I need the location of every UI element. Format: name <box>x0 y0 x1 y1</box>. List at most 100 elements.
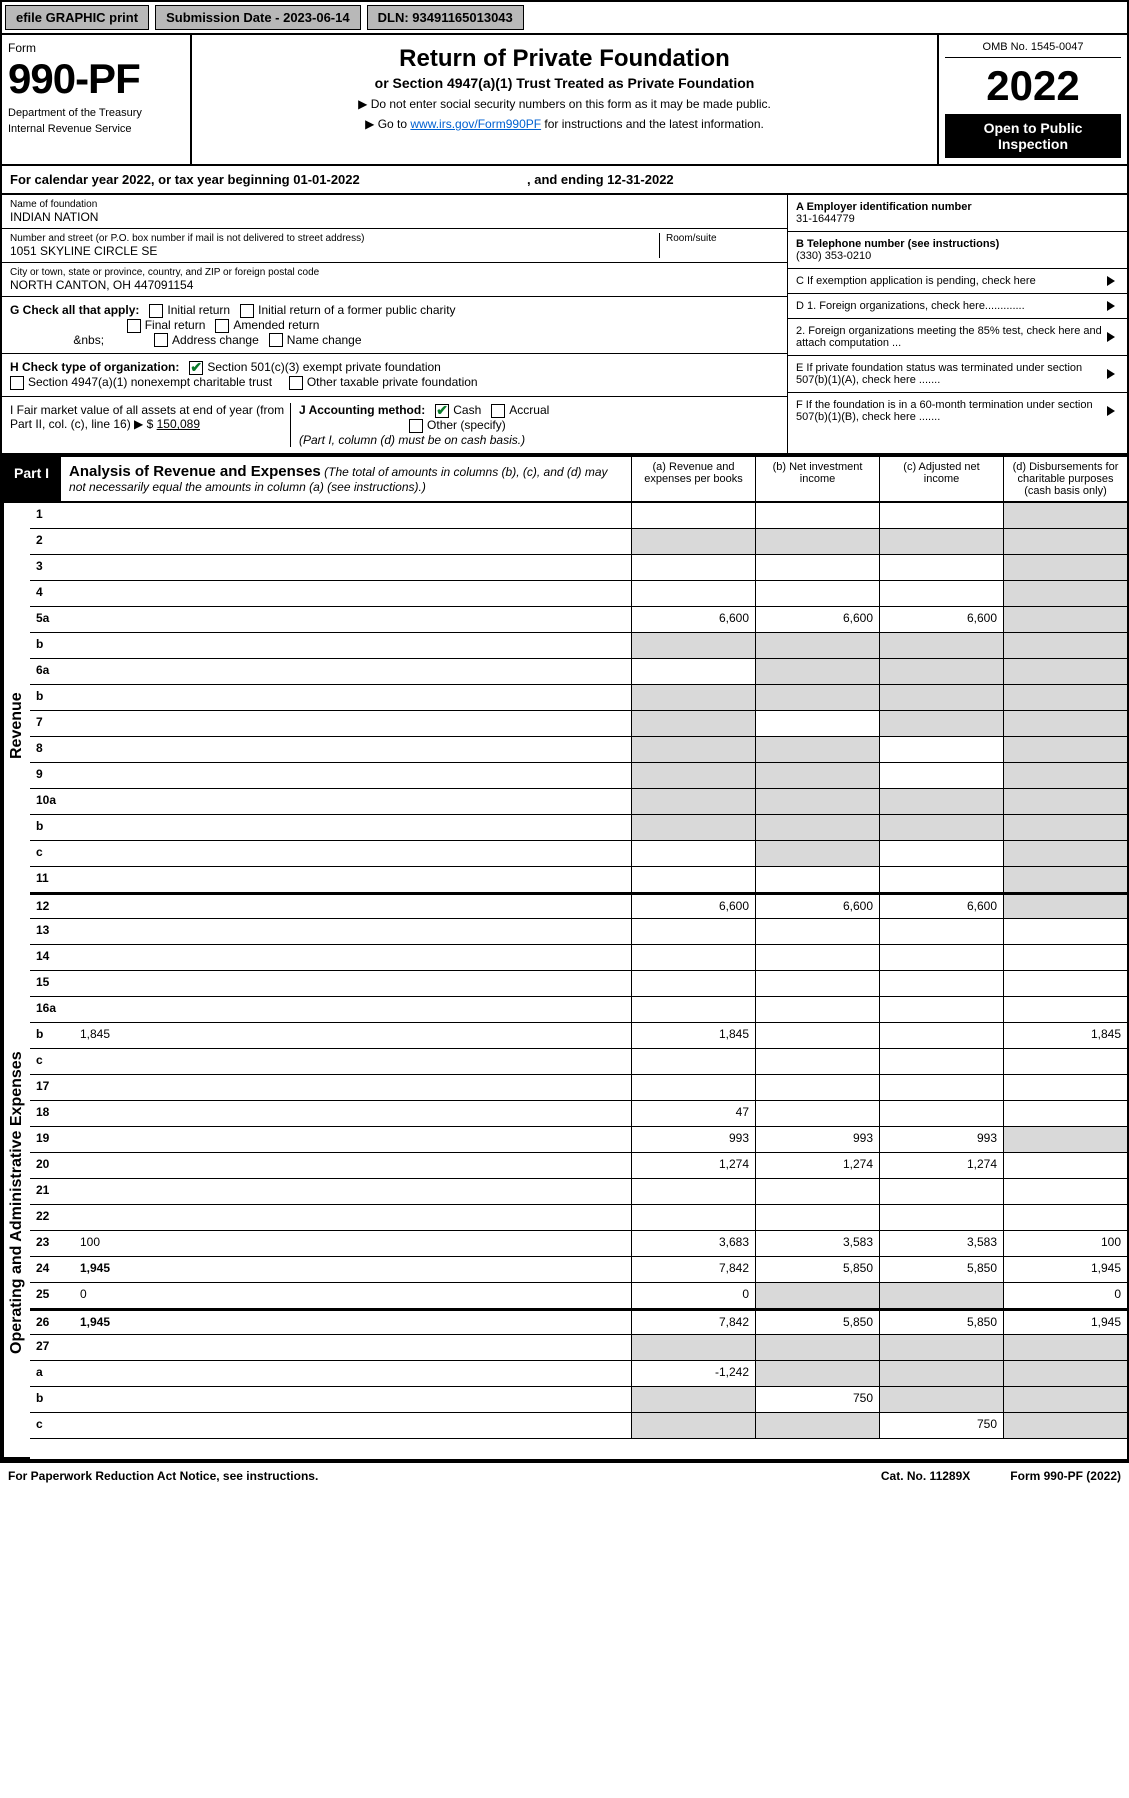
cell-col-a: 993 <box>631 1127 755 1152</box>
identity-block: Name of foundation INDIAN NATION Number … <box>2 195 1127 455</box>
cell-col-a <box>631 815 755 840</box>
line-description <box>74 1179 631 1204</box>
cb-other-method[interactable] <box>409 419 423 433</box>
table-row: b <box>30 633 1127 659</box>
form-number: 990-PF <box>8 55 184 103</box>
addr-label: Number and street (or P.O. box number if… <box>10 233 659 244</box>
cb-501c3[interactable] <box>189 361 203 375</box>
line-description <box>74 633 631 658</box>
line-number: c <box>30 1049 74 1074</box>
cell-col-d: 100 <box>1003 1231 1127 1256</box>
cb-cash[interactable] <box>435 404 449 418</box>
cell-col-d <box>1003 789 1127 814</box>
cb-name-change[interactable] <box>269 333 283 347</box>
part1-title: Analysis of Revenue and Expenses <box>69 463 321 480</box>
irs-link[interactable]: www.irs.gov/Form990PF <box>410 117 541 131</box>
line-number: 17 <box>30 1075 74 1100</box>
cb-initial-former[interactable] <box>240 304 254 318</box>
cb-amended-return[interactable] <box>215 319 229 333</box>
table-row: 231003,6833,5833,583100 <box>30 1231 1127 1257</box>
h-item-3: Other taxable private foundation <box>307 375 478 389</box>
cell-col-a: 1,274 <box>631 1153 755 1178</box>
line-description <box>74 1205 631 1230</box>
cell-col-d: 0 <box>1003 1283 1127 1308</box>
cell-col-b <box>755 841 879 866</box>
cell-col-b <box>755 1101 879 1126</box>
instr-goto-post: for instructions and the latest informat… <box>541 117 764 131</box>
line-number: 6a <box>30 659 74 684</box>
table-row: 8 <box>30 737 1127 763</box>
city-state-zip: NORTH CANTON, OH 447091154 <box>10 278 779 292</box>
d1-label: D 1. Foreign organizations, check here..… <box>796 300 1025 312</box>
cell-col-a: 47 <box>631 1101 755 1126</box>
cell-col-d <box>1003 581 1127 606</box>
line-number: 22 <box>30 1205 74 1230</box>
line-description <box>74 867 631 892</box>
cell-col-c <box>879 685 1003 710</box>
line-description <box>74 607 631 632</box>
cell-col-c <box>879 815 1003 840</box>
cell-col-b <box>755 1413 879 1438</box>
arrow-icon <box>1107 276 1115 286</box>
line-number: 21 <box>30 1179 74 1204</box>
cb-other-taxable[interactable] <box>289 376 303 390</box>
line-number: b <box>30 815 74 840</box>
yearline-end: 12-31-2022 <box>607 172 674 187</box>
room-label: Room/suite <box>666 233 779 244</box>
cell-col-d: 1,945 <box>1003 1311 1127 1334</box>
cb-final-return[interactable] <box>127 319 141 333</box>
footer-catno: Cat. No. 11289X <box>881 1469 970 1483</box>
a-label: A Employer identification number <box>796 201 972 213</box>
line-number: 26 <box>30 1311 74 1334</box>
table-row: 2 <box>30 529 1127 555</box>
cell-col-b <box>755 1361 879 1386</box>
line-number: 7 <box>30 711 74 736</box>
line-description: 0 <box>74 1283 631 1308</box>
dept-treasury: Department of the Treasury <box>8 107 184 119</box>
line-number: 14 <box>30 945 74 970</box>
cell-col-a <box>631 971 755 996</box>
table-row: 15 <box>30 971 1127 997</box>
cb-address-change[interactable] <box>154 333 168 347</box>
efile-print-button[interactable]: efile GRAPHIC print <box>5 5 149 30</box>
table-row: 6a <box>30 659 1127 685</box>
h-label: H Check type of organization: <box>10 360 179 374</box>
cell-col-d <box>1003 529 1127 554</box>
line-description <box>74 971 631 996</box>
cell-col-d <box>1003 1179 1127 1204</box>
g-check-row: G Check all that apply: Initial return I… <box>2 297 787 354</box>
cell-col-c <box>879 1075 1003 1100</box>
cell-col-a: 3,683 <box>631 1231 755 1256</box>
table-row: 27 <box>30 1335 1127 1361</box>
table-row: 19993993993 <box>30 1127 1127 1153</box>
cell-col-b: 1,274 <box>755 1153 879 1178</box>
line-description <box>74 763 631 788</box>
cell-col-b <box>755 789 879 814</box>
table-row: 11 <box>30 867 1127 893</box>
cell-col-c <box>879 1361 1003 1386</box>
j-other: Other (specify) <box>427 418 506 432</box>
j-cash: Cash <box>453 403 481 417</box>
cb-initial-return[interactable] <box>149 304 163 318</box>
line-description <box>74 1127 631 1152</box>
arrow-icon <box>1107 332 1115 342</box>
yearline-begin: 01-01-2022 <box>293 172 360 187</box>
cell-col-c: 6,600 <box>879 607 1003 632</box>
cb-accrual[interactable] <box>491 404 505 418</box>
b-label: B Telephone number (see instructions) <box>796 238 999 250</box>
line-number: 4 <box>30 581 74 606</box>
j-label: J Accounting method: <box>299 403 425 417</box>
line-number: b <box>30 685 74 710</box>
cell-col-d <box>1003 555 1127 580</box>
col-a-header: (a) Revenue and expenses per books <box>631 457 755 501</box>
cell-col-a <box>631 789 755 814</box>
table-row: c <box>30 1049 1127 1075</box>
phone-value: (330) 353-0210 <box>796 250 871 262</box>
table-row: 13 <box>30 919 1127 945</box>
cell-col-c <box>879 763 1003 788</box>
cell-col-c: 750 <box>879 1413 1003 1438</box>
cb-4947[interactable] <box>10 376 24 390</box>
cell-col-b <box>755 919 879 944</box>
omb-number: OMB No. 1545-0047 <box>945 41 1121 58</box>
instr-goto-pre: ▶ Go to <box>365 117 410 131</box>
